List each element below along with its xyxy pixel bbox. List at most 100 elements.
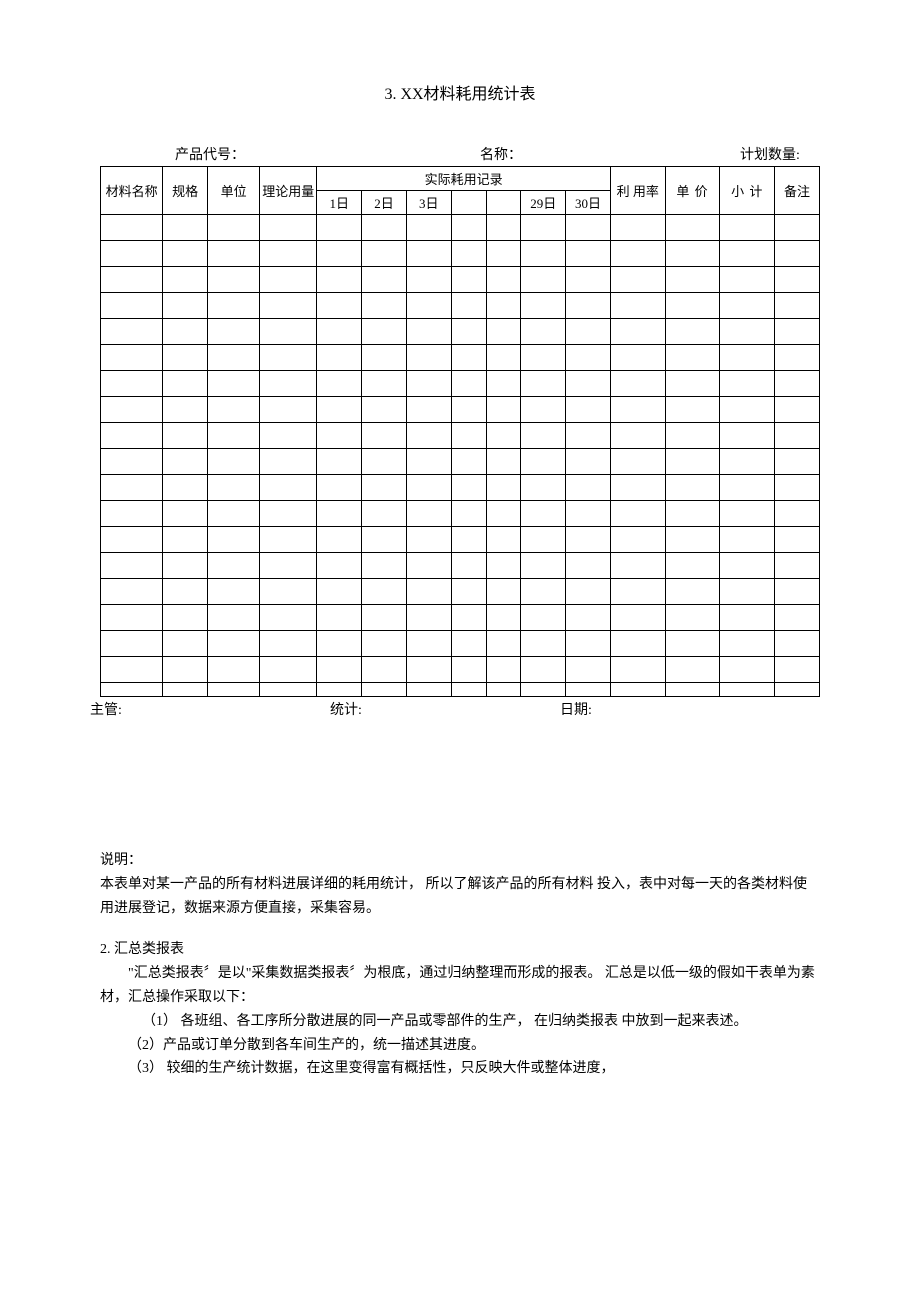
table-cell <box>406 605 451 631</box>
table-cell <box>260 319 317 345</box>
table-row <box>101 449 820 475</box>
table-cell <box>163 293 208 319</box>
table-cell <box>566 527 611 553</box>
table-cell <box>720 215 775 241</box>
table-cell <box>720 501 775 527</box>
plan-qty-label: 计划数量: <box>740 144 800 164</box>
table-cell <box>775 267 820 293</box>
table-cell <box>775 553 820 579</box>
header-row-1: 材料名称 规格 单位 理论用量 实际耗用记录 利 用率 单 价 小 计 备注 <box>101 167 820 191</box>
table-cell <box>610 241 665 267</box>
table-cell <box>101 527 163 553</box>
table-cell <box>451 345 486 371</box>
page-title: 3. XX材料耗用统计表 <box>100 80 820 104</box>
table-cell <box>101 553 163 579</box>
table-cell <box>406 501 451 527</box>
table-cell <box>207 267 259 293</box>
table-row <box>101 657 820 683</box>
table-cell <box>101 631 163 657</box>
table-row <box>101 631 820 657</box>
section-summary-reports: 2. 汇总类报表 "汇总类报表〞是以"采集数据类报表〞为根底，通过归纳整理而形成… <box>100 938 820 1081</box>
table-cell <box>610 293 665 319</box>
table-row <box>101 293 820 319</box>
table-cell <box>521 267 566 293</box>
table-cell <box>260 345 317 371</box>
table-cell <box>406 215 451 241</box>
table-cell <box>521 527 566 553</box>
table-cell <box>775 241 820 267</box>
table-cell <box>317 553 362 579</box>
table-cell <box>260 631 317 657</box>
table-cell <box>362 423 407 449</box>
table-cell <box>451 397 486 423</box>
table-cell <box>451 423 486 449</box>
th-spec: 规格 <box>163 167 208 215</box>
table-cell <box>101 501 163 527</box>
table-cell <box>486 501 521 527</box>
table-cell <box>486 241 521 267</box>
table-cell <box>451 501 486 527</box>
table-cell <box>521 319 566 345</box>
table-cell <box>486 449 521 475</box>
table-cell <box>521 475 566 501</box>
table-cell <box>362 475 407 501</box>
table-cell <box>486 631 521 657</box>
th-gap2 <box>486 191 521 215</box>
table-cell <box>486 293 521 319</box>
table-cell <box>610 579 665 605</box>
table-cell <box>665 527 720 553</box>
table-cell <box>163 241 208 267</box>
table-container: 材料名称 规格 单位 理论用量 实际耗用记录 利 用率 单 价 小 计 备注 1… <box>100 166 820 697</box>
table-cell <box>521 241 566 267</box>
table-cell <box>207 527 259 553</box>
table-cell <box>566 423 611 449</box>
table-cell <box>317 449 362 475</box>
table-cell <box>317 683 362 697</box>
table-cell <box>720 423 775 449</box>
th-day30: 30日 <box>566 191 611 215</box>
table-cell <box>610 397 665 423</box>
table-cell <box>566 449 611 475</box>
table-cell <box>207 683 259 697</box>
table-cell <box>566 475 611 501</box>
section2-li1: （1） 各班组、各工序所分散进展的同一产品或零部件的生产， 在归纳类报表 中放到… <box>100 1010 820 1034</box>
table-cell <box>451 657 486 683</box>
table-cell <box>775 527 820 553</box>
table-cell <box>163 579 208 605</box>
table-cell <box>665 267 720 293</box>
table-cell <box>362 527 407 553</box>
table-cell <box>665 631 720 657</box>
table-cell <box>665 579 720 605</box>
table-cell <box>566 605 611 631</box>
table-cell <box>260 267 317 293</box>
th-day29: 29日 <box>521 191 566 215</box>
table-cell <box>406 267 451 293</box>
table-cell <box>486 215 521 241</box>
table-cell <box>486 527 521 553</box>
table-cell <box>610 475 665 501</box>
table-cell <box>720 293 775 319</box>
table-cell <box>260 501 317 527</box>
table-cell <box>163 319 208 345</box>
th-day3: 3日 <box>406 191 451 215</box>
table-cell <box>486 345 521 371</box>
table-cell <box>775 371 820 397</box>
table-cell <box>566 293 611 319</box>
table-cell <box>260 527 317 553</box>
table-cell <box>406 553 451 579</box>
table-cell <box>260 553 317 579</box>
table-cell <box>207 293 259 319</box>
table-cell <box>665 475 720 501</box>
table-cell <box>720 553 775 579</box>
table-row <box>101 215 820 241</box>
table-cell <box>720 241 775 267</box>
table-cell <box>317 241 362 267</box>
table-cell <box>362 657 407 683</box>
table-cell <box>775 215 820 241</box>
table-cell <box>775 345 820 371</box>
table-cell <box>665 501 720 527</box>
material-usage-table: 材料名称 规格 单位 理论用量 实际耗用记录 利 用率 单 价 小 计 备注 1… <box>100 166 820 697</box>
table-cell <box>207 657 259 683</box>
table-cell <box>665 241 720 267</box>
table-cell <box>207 449 259 475</box>
